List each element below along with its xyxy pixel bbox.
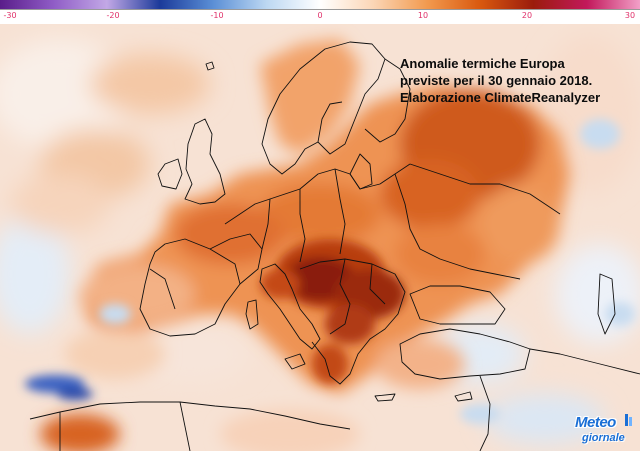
coastlines-and-borders [29,41,640,451]
logo-word-secondary: giornale [582,432,625,444]
temperature-anomaly-map: Anomalie termiche Europa previste per il… [0,24,640,451]
colorbar: -30 -20 -10 0 10 20 30 [0,0,640,24]
colorbar-tick: -10 [210,11,224,20]
map-title: Anomalie termiche Europa previste per il… [400,55,600,106]
logo-mark-icon [625,414,632,426]
map-title-line: Elaborazione ClimateReanalyzer [400,90,601,105]
colorbar-tick: 0 [317,11,323,20]
map-canvas [0,24,640,451]
anomaly-field-balkans-hot [260,239,405,384]
colorbar-tick: -20 [106,11,120,20]
logo-word-primary: Meteo [575,414,616,431]
colorbar-tick: 30 [624,11,636,20]
meteogiornale-logo: Meteo giornale [572,414,634,448]
colorbar-tick: -30 [3,11,17,20]
map-title-line: Anomalie termiche Europa [400,56,565,71]
colorbar-tick: 20 [521,11,533,20]
colorbar-gradient [0,0,640,10]
colorbar-tick: 10 [417,11,429,20]
map-title-line: previste per il 30 gennaio 2018. [400,73,593,88]
